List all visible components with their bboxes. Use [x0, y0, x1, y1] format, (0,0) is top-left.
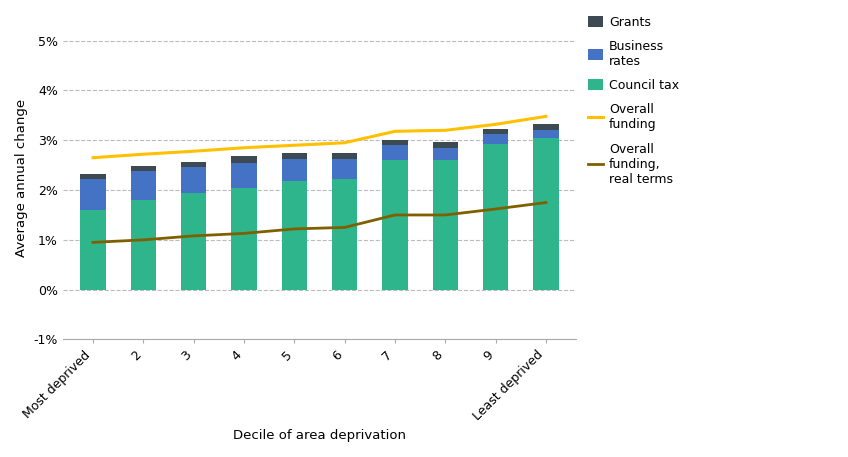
Bar [181, 162, 206, 167]
Bar [131, 171, 156, 200]
Bar [81, 210, 105, 290]
Bar [382, 160, 408, 290]
Bar [382, 145, 408, 160]
Bar [432, 160, 458, 290]
Legend: Grants, Business
rates, Council tax, Overall
funding, Overall
funding,
real term: Grants, Business rates, Council tax, Ove… [588, 16, 679, 186]
Bar [232, 187, 257, 290]
Bar [181, 192, 206, 290]
Bar [332, 153, 357, 159]
Y-axis label: Average annual change: Average annual change [15, 99, 28, 257]
Bar [533, 138, 559, 290]
Bar [483, 129, 508, 134]
Bar [181, 167, 206, 192]
Bar [131, 166, 156, 171]
Bar [332, 159, 357, 179]
Bar [232, 163, 257, 187]
Bar [282, 153, 307, 159]
Bar [533, 124, 559, 130]
X-axis label: Decile of area deprivation: Decile of area deprivation [233, 429, 406, 442]
Bar [232, 156, 257, 163]
Bar [533, 130, 559, 138]
Bar [282, 159, 307, 181]
Bar [81, 174, 105, 179]
Bar [81, 179, 105, 210]
Bar [332, 179, 357, 290]
Bar [432, 148, 458, 160]
Bar [483, 144, 508, 290]
Bar [483, 134, 508, 144]
Bar [131, 200, 156, 290]
Bar [382, 140, 408, 145]
Bar [432, 142, 458, 148]
Bar [282, 181, 307, 290]
